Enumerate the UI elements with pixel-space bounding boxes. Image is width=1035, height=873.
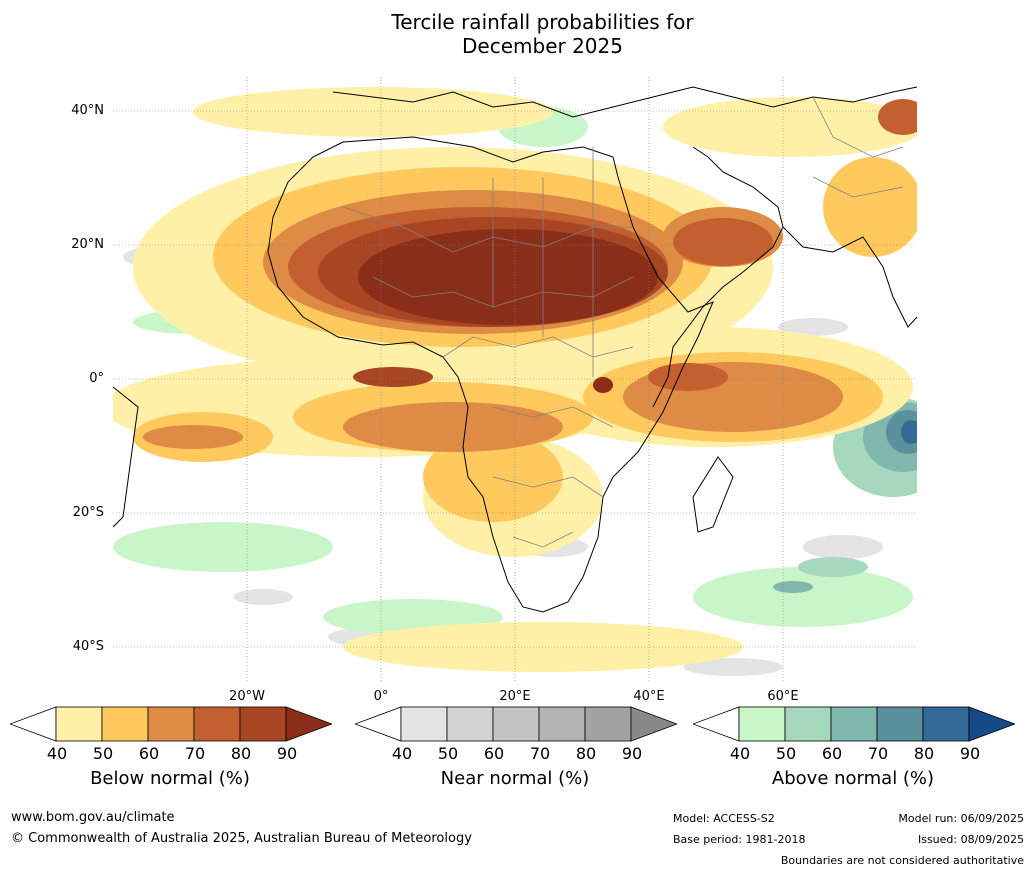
lat-label-20n: 20°N: [71, 237, 104, 252]
tick-label: 70: [867, 744, 889, 763]
lon-label-40e: 40°E: [633, 689, 665, 704]
tick-label: 60: [138, 744, 160, 763]
near-normal-colorbar: [355, 706, 677, 742]
colorbar-swatch: [193, 706, 241, 742]
colorbar-extend-low: [693, 706, 740, 742]
colorbar-swatch: [147, 706, 195, 742]
colorbar-swatch: [538, 706, 586, 742]
tick-label: 60: [483, 744, 505, 763]
rainfall-probability-map: [113, 77, 917, 681]
colorbar-swatch: [922, 706, 970, 742]
colorbar-extend-high: [630, 706, 677, 742]
title-line-1: Tercile rainfall probabilities for: [391, 10, 694, 34]
footer-copyright: © Commonwealth of Australia 2025, Austra…: [11, 831, 472, 846]
country-borders: [342, 96, 904, 548]
footer-disclaimer: Boundaries are not considered authoritat…: [780, 854, 1024, 867]
colorbar-swatch: [492, 706, 540, 742]
colorbar-extend-low: [10, 706, 57, 742]
tick-label: 60: [821, 744, 843, 763]
near-normal-title: Near normal (%): [440, 768, 590, 789]
tick-label: 40: [729, 744, 751, 763]
footer-model: Model: ACCESS-S2: [673, 812, 775, 825]
colorbar-swatch: [239, 706, 287, 742]
colorbar-swatch: [446, 706, 494, 742]
lat-label-40n: 40°N: [71, 103, 104, 118]
lon-label-0: 0°: [373, 689, 389, 704]
below-normal-patches: [113, 87, 917, 672]
tick-label: 90: [621, 744, 643, 763]
colorbar-extend-low: [355, 706, 402, 742]
tick-label: 40: [46, 744, 68, 763]
tick-label: 70: [184, 744, 206, 763]
colorbar-swatch: [400, 706, 448, 742]
colorbar-swatch: [876, 706, 924, 742]
lat-label-20s: 20°S: [72, 505, 104, 520]
colorbar-swatch: [55, 706, 103, 742]
colorbar-swatch: [584, 706, 632, 742]
tick-label: 40: [391, 744, 413, 763]
tick-label: 50: [437, 744, 459, 763]
lat-label-40s: 40°S: [72, 639, 104, 654]
title-line-2: December 2025: [462, 34, 623, 58]
colorbar-swatch: [830, 706, 878, 742]
graticule: [113, 77, 917, 681]
footer-base-period: Base period: 1981-2018: [673, 833, 806, 846]
tick-label: 50: [775, 744, 797, 763]
above-normal-colorbar: [693, 706, 1015, 742]
colorbar-swatch: [738, 706, 786, 742]
colorbar-extend-high: [285, 706, 332, 742]
below-normal-title: Below normal (%): [90, 768, 250, 789]
lon-label-20w: 20°W: [229, 689, 265, 704]
map-title: Tercile rainfall probabilities for Decem…: [0, 10, 1035, 58]
tick-label: 90: [276, 744, 298, 763]
colorbar-extend-high: [968, 706, 1015, 742]
tick-label: 50: [92, 744, 114, 763]
footer-issued: Issued: 08/09/2025: [917, 833, 1024, 846]
footer-url: www.bom.gov.au/climate: [11, 810, 175, 825]
tick-label: 70: [529, 744, 551, 763]
tick-label: 80: [913, 744, 935, 763]
tick-label: 90: [959, 744, 981, 763]
lon-label-20e: 20°E: [499, 689, 531, 704]
footer-model-run: Model run: 06/09/2025: [898, 812, 1024, 825]
coastlines: [113, 86, 917, 613]
above-normal-title: Above normal (%): [771, 768, 935, 789]
below-normal-colorbar: [10, 706, 332, 742]
lat-label-0: 0°: [89, 371, 104, 386]
colorbar-swatch: [784, 706, 832, 742]
tick-label: 80: [230, 744, 252, 763]
lon-label-60e: 60°E: [767, 689, 799, 704]
tick-label: 80: [575, 744, 597, 763]
colorbar-swatch: [101, 706, 149, 742]
